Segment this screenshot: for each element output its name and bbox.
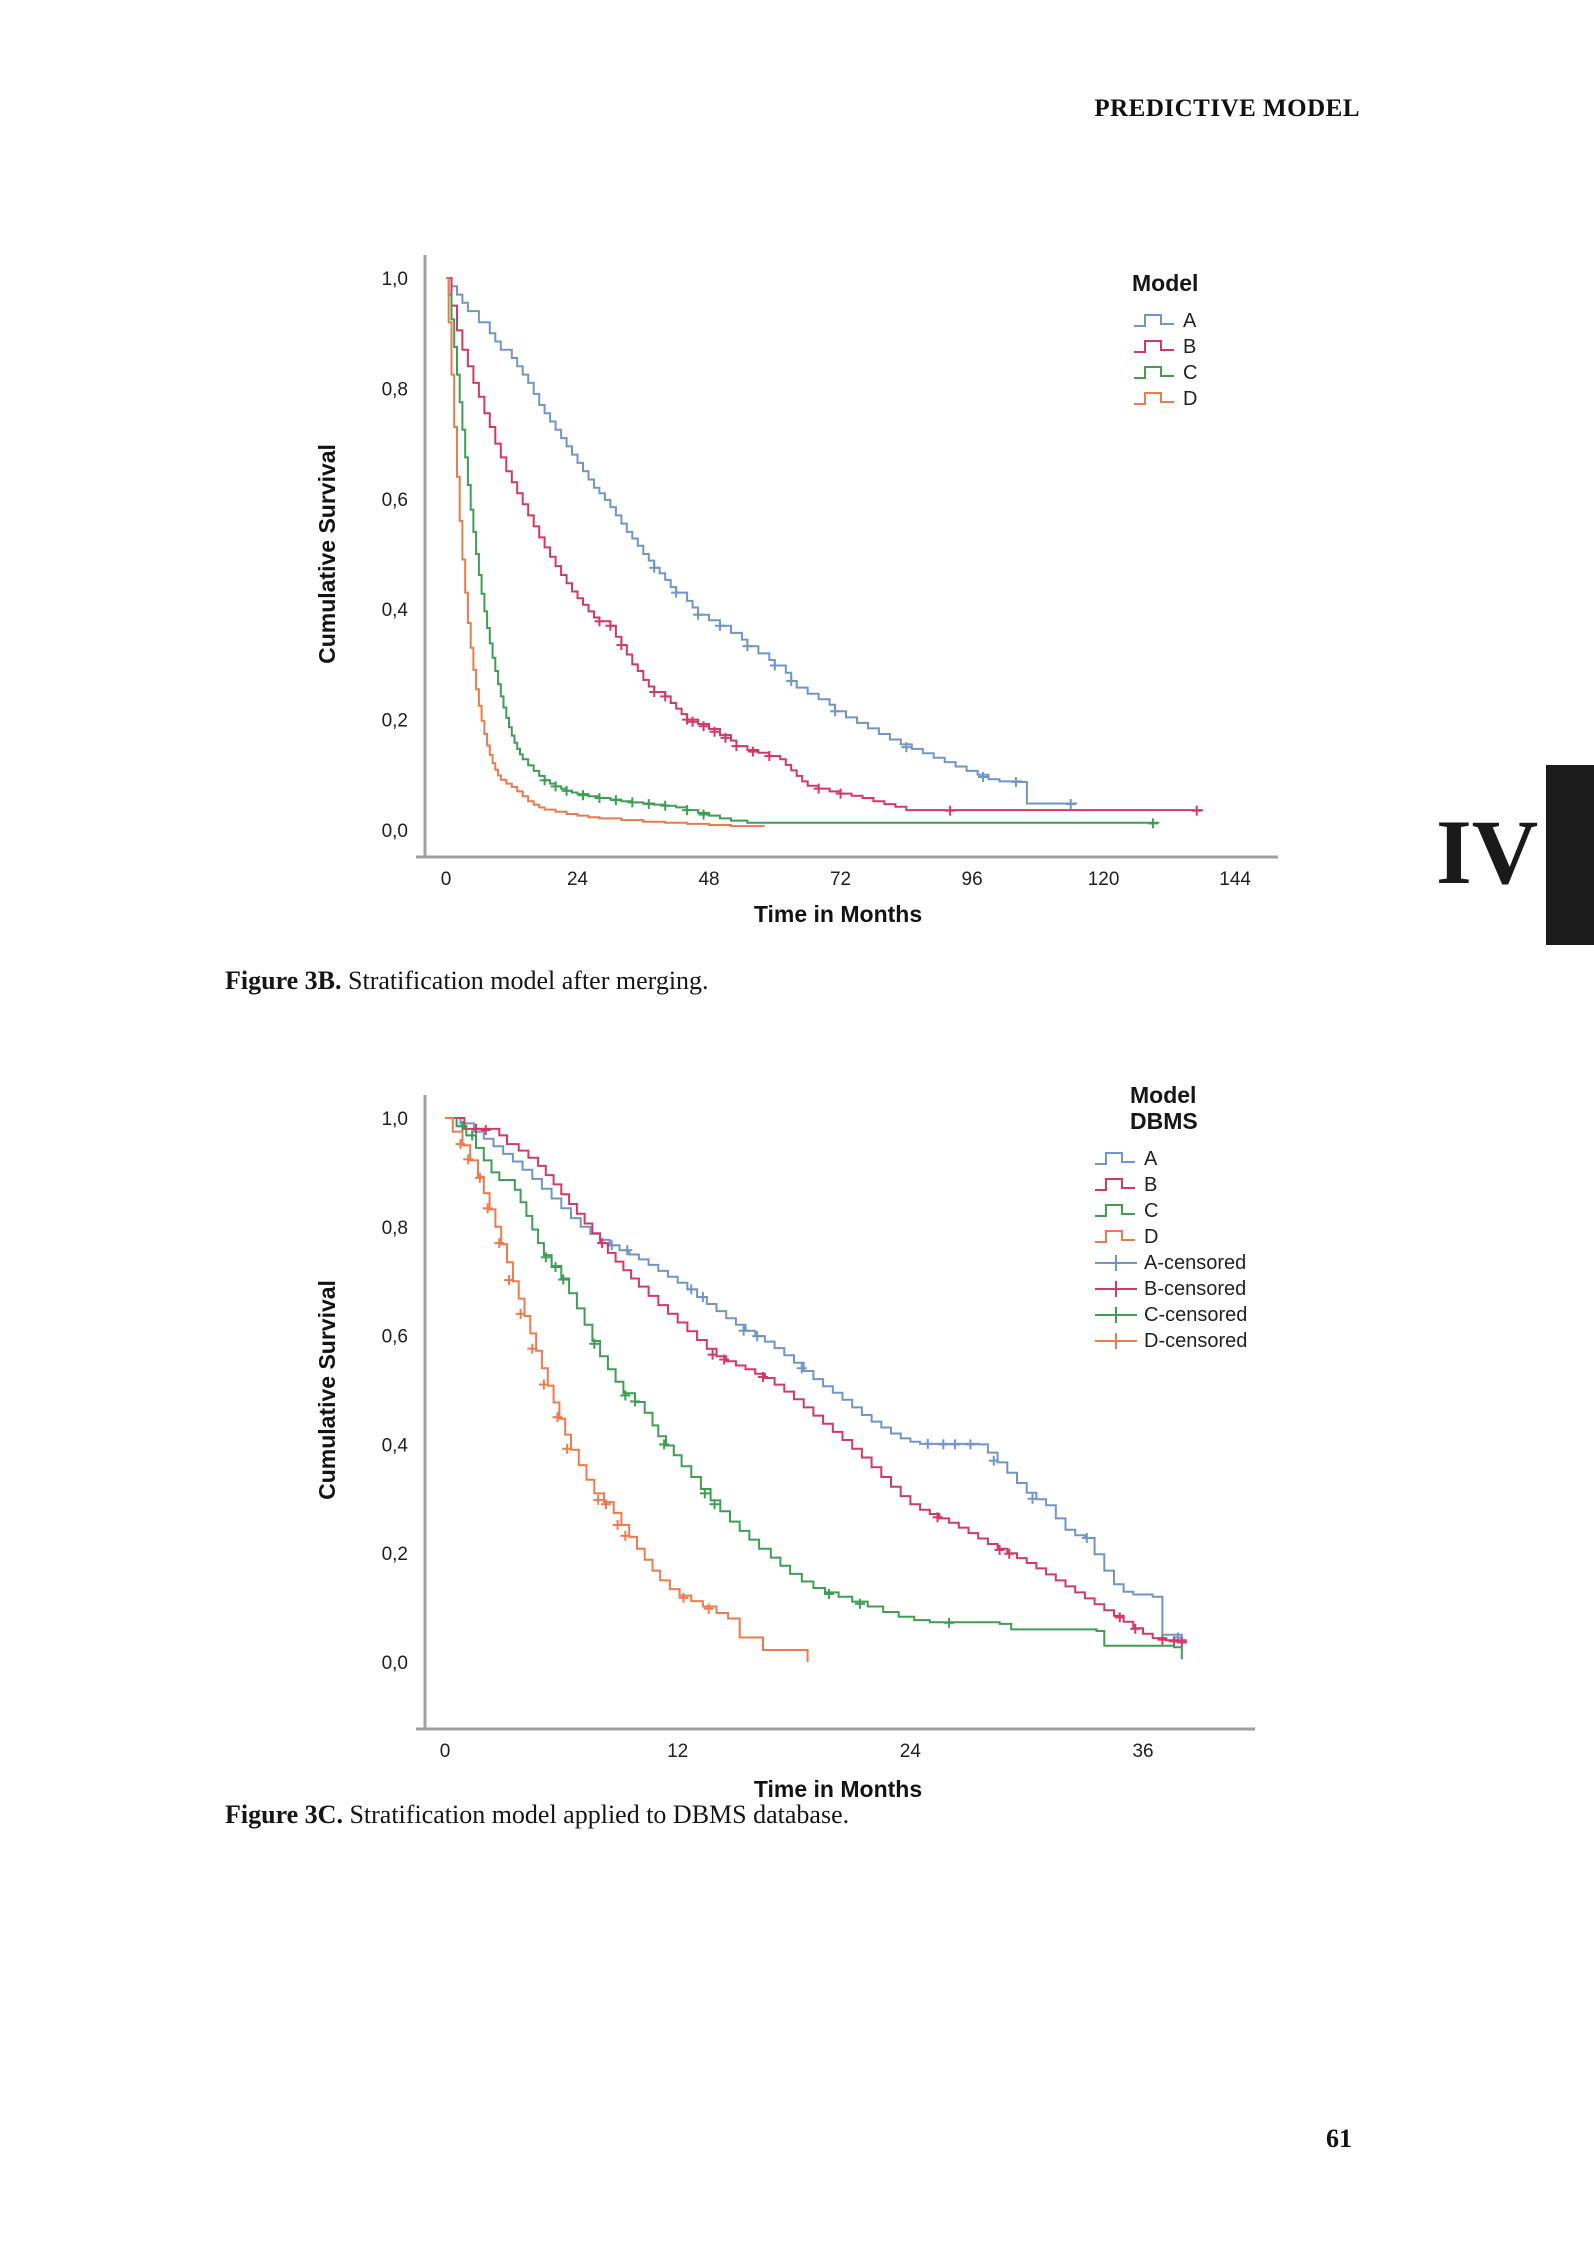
legend-label: A-censored <box>1144 1251 1247 1274</box>
x-tick-label: 12 <box>667 1741 688 1762</box>
running-header: PREDICTIVE MODEL <box>1094 95 1360 122</box>
figure-3c-legend: Model DBMS A B C D A-censored B-censored C-censo… <box>1093 1082 1247 1354</box>
legend-label: A <box>1183 309 1197 332</box>
legend-item-B: B <box>1093 1172 1247 1198</box>
legend-item-A-censored: A-censored <box>1093 1250 1247 1276</box>
figure-3c-caption-label: Figure 3C. <box>225 1800 343 1829</box>
legend-title: Model <box>1130 1082 1197 1108</box>
y-tick-label: 1,0 <box>382 269 408 290</box>
chapter-tab-bar <box>1546 765 1594 945</box>
step-line-swatch-icon <box>1095 1230 1135 1243</box>
legend-label: A <box>1144 1147 1158 1170</box>
y-tick-label: 0,6 <box>382 1327 408 1348</box>
legend-label: B <box>1183 335 1197 358</box>
x-tick-label: 36 <box>1132 1741 1153 1762</box>
figure-3b-caption-label: Figure 3B. <box>225 966 342 995</box>
censor-marks-B <box>594 616 1202 816</box>
step-line-swatch-icon <box>1095 1152 1135 1165</box>
chapter-tab-label: IV <box>1436 801 1539 903</box>
legend-label: B-censored <box>1144 1277 1247 1300</box>
step-line-swatch-icon <box>1134 366 1174 379</box>
y-tick-label: 0,0 <box>382 821 408 842</box>
y-tick-label: 0,2 <box>382 1544 408 1565</box>
y-tick-label: 0,8 <box>382 1218 408 1239</box>
y-tick-label: 0,0 <box>382 1653 408 1674</box>
figure-3b-chart: 1,0 0,8 0,6 0,4 0,2 0,0 0 24 48 72 96 120 144 Time in… <box>314 255 1278 927</box>
series-line-C <box>446 277 1160 824</box>
step-line-swatch-icon <box>1095 1178 1135 1191</box>
legend-label: C-censored <box>1144 1303 1248 1326</box>
figure-3b-legend: Model A B C D <box>1132 270 1198 412</box>
y-tick-label: 1,0 <box>382 1109 408 1130</box>
x-tick-label: 96 <box>962 869 983 890</box>
legend-title: DBMS <box>1130 1108 1198 1134</box>
figure-3c-caption: Figure 3C. Stratification model applied … <box>225 1800 849 1830</box>
x-tick-label: 48 <box>698 869 719 890</box>
censored-plus-swatch-icon <box>1095 1255 1137 1271</box>
series-line-D <box>446 277 765 828</box>
censor-marks-C <box>539 775 1158 829</box>
legend-label: D <box>1144 1225 1159 1248</box>
y-tick-label: 0,4 <box>382 1435 409 1456</box>
censor-marks-D <box>455 1139 714 1614</box>
legend-title: Model <box>1132 270 1199 296</box>
step-line-swatch-icon <box>1134 340 1174 353</box>
y-tick-label: 0,4 <box>382 600 409 621</box>
legend-item-C: C <box>1093 1198 1247 1224</box>
legend-item-D-censored: D-censored <box>1093 1328 1247 1354</box>
legend-item-D: D <box>1132 386 1198 412</box>
legend-item-C-censored: C-censored <box>1093 1302 1247 1328</box>
legend-item-A: A <box>1132 308 1198 334</box>
x-tick-label: 24 <box>567 869 589 890</box>
step-line-swatch-icon <box>1134 314 1174 327</box>
x-axis-title: Time in Months <box>754 1776 922 1802</box>
legend-item-B-censored: B-censored <box>1093 1276 1247 1302</box>
legend-item-D: D <box>1093 1224 1247 1250</box>
series-line-A <box>446 277 1078 805</box>
step-line-swatch-icon <box>1134 392 1174 405</box>
series-line-A <box>445 1117 1183 1638</box>
legend-item-C: C <box>1132 360 1198 386</box>
censored-plus-swatch-icon <box>1095 1333 1137 1349</box>
x-tick-label: 144 <box>1219 869 1251 890</box>
y-axis-title: Cumulative Survival <box>314 1280 340 1500</box>
figure-3b-caption: Figure 3B. Stratification model after me… <box>225 966 709 996</box>
step-line-swatch-icon <box>1095 1204 1135 1217</box>
y-tick-label: 0,8 <box>382 379 408 400</box>
series-line-B <box>446 277 1204 812</box>
x-tick-label: 120 <box>1088 869 1120 890</box>
legend-label: B <box>1144 1173 1158 1196</box>
x-tick-label: 72 <box>830 869 851 890</box>
legend-item-A: A <box>1093 1146 1247 1172</box>
figure-3c-caption-text: Stratification model applied to DBMS dat… <box>342 1800 850 1829</box>
censor-marks-C <box>457 1121 955 1628</box>
censored-plus-swatch-icon <box>1095 1281 1137 1297</box>
series-line-B <box>445 1117 1187 1643</box>
x-tick-label: 24 <box>900 1741 922 1762</box>
legend-label: D-censored <box>1144 1329 1248 1352</box>
series-line-D <box>445 1117 809 1662</box>
figure-3b-caption-text: Stratification model after merging. <box>341 966 709 995</box>
legend-label: C <box>1144 1199 1159 1222</box>
figure-3c-chart: 1,0 0,8 0,6 0,4 0,2 0,0 0 12 24 36 Time in Months C… <box>314 1095 1255 1802</box>
y-tick-label: 0,6 <box>382 490 408 511</box>
y-tick-label: 0,2 <box>382 711 408 732</box>
censor-marks-B <box>471 1123 1187 1648</box>
legend-item-B: B <box>1132 334 1198 360</box>
x-axis-title: Time in Months <box>754 901 922 927</box>
legend-label: D <box>1183 387 1198 410</box>
x-tick-label: 0 <box>441 869 452 890</box>
censored-plus-swatch-icon <box>1095 1307 1137 1323</box>
y-axis-title: Cumulative Survival <box>314 444 340 664</box>
x-tick-label: 0 <box>440 1741 451 1762</box>
censor-marks-A <box>649 562 1076 810</box>
legend-label: C <box>1183 361 1198 384</box>
series-line-C <box>445 1117 1183 1660</box>
page-number: 61 <box>1326 2124 1352 2153</box>
censor-marks-A <box>606 1240 1183 1643</box>
